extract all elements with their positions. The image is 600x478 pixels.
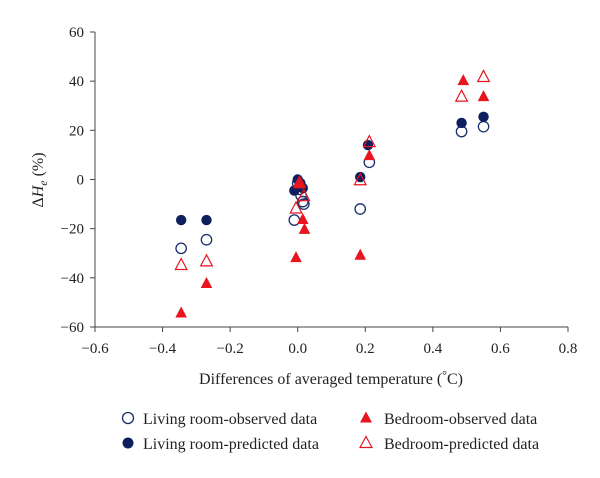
legend: Living room-observed data Living room-pr… xyxy=(121,411,539,453)
point-bedroom-predicted xyxy=(292,174,307,188)
x-tick-label: 0.8 xyxy=(559,341,578,357)
legend-item-living-predicted: Living room-predicted data xyxy=(122,436,319,453)
point-bedroom-observed xyxy=(200,276,213,288)
point-living-predicted xyxy=(201,214,212,226)
point-bedroom-observed xyxy=(293,177,306,189)
x-tick-label: −0.4 xyxy=(149,341,177,357)
point-living-predicted xyxy=(175,214,187,226)
point-bedroom-observed xyxy=(477,90,490,102)
point-bedroom-predicted xyxy=(297,188,311,202)
y-tick-label: 20 xyxy=(69,123,84,139)
legend-item-bedroom-predicted: Bedroom-predicted data xyxy=(358,435,539,453)
point-living-observed xyxy=(297,198,310,210)
x-tick-label: −0.6 xyxy=(81,341,109,357)
point-bedroom-predicted xyxy=(362,134,377,148)
point-bedroom-predicted xyxy=(199,253,214,267)
y-tick-label: 40 xyxy=(69,74,84,90)
legend-label: Living room-observed data xyxy=(143,411,317,428)
point-bedroom-observed xyxy=(363,149,376,161)
x-axis-title: Differences of averaged temperature (°C) xyxy=(199,368,463,388)
legend-label: Living room-predicted data xyxy=(143,436,319,453)
legend-item-living-observed: Living room-observed data xyxy=(121,411,317,428)
legend-marker-circle-filled xyxy=(122,437,134,449)
legend-marker-triangle-filled xyxy=(360,411,372,423)
y-tick-label: 60 xyxy=(69,25,84,41)
point-living-observed xyxy=(477,120,490,133)
legend-marker-circle-open xyxy=(121,411,135,425)
legend-item-bedroom-observed: Bedroom-observed data xyxy=(360,411,537,428)
axes xyxy=(94,32,568,328)
point-bedroom-observed xyxy=(457,74,470,86)
point-living-observed xyxy=(175,242,188,255)
point-bedroom-predicted xyxy=(476,69,491,83)
point-bedroom-observed xyxy=(354,248,367,260)
y-tick-label: 0 xyxy=(77,173,85,189)
point-bedroom-predicted xyxy=(454,88,469,102)
y-tick-label: −60 xyxy=(61,320,84,336)
y-axis-title: ΔHe (%) xyxy=(30,152,50,207)
legend-label: Bedroom-predicted data xyxy=(384,436,539,453)
x-tick-label: 0.4 xyxy=(423,341,442,357)
point-living-predicted xyxy=(478,111,489,123)
data-points xyxy=(174,69,491,318)
legend-marker-triangle-open xyxy=(358,435,374,449)
point-bedroom-predicted xyxy=(289,200,303,214)
y-tick-label: −20 xyxy=(61,222,84,238)
x-tick-label: 0.6 xyxy=(491,341,510,357)
point-living-observed xyxy=(200,233,213,246)
point-living-predicted xyxy=(456,117,467,129)
point-bedroom-predicted xyxy=(174,257,188,271)
point-living-observed xyxy=(354,203,367,215)
point-bedroom-predicted xyxy=(353,172,368,186)
ticks: −0.6 −0.4 −0.2 0.0 0.2 0.4 0.6 0.8 −60 −40 −20 0 20 4… xyxy=(61,25,578,357)
x-tick-label: 0.2 xyxy=(356,341,375,357)
x-tick-label: −0.2 xyxy=(217,341,244,357)
point-bedroom-observed xyxy=(290,251,302,263)
legend-label: Bedroom-observed data xyxy=(384,411,537,428)
x-tick-label: 0.0 xyxy=(288,341,307,357)
point-bedroom-observed xyxy=(175,306,187,318)
point-bedroom-observed xyxy=(298,222,311,234)
point-bedroom-observed xyxy=(296,213,309,225)
y-tick-label: −40 xyxy=(61,271,84,287)
